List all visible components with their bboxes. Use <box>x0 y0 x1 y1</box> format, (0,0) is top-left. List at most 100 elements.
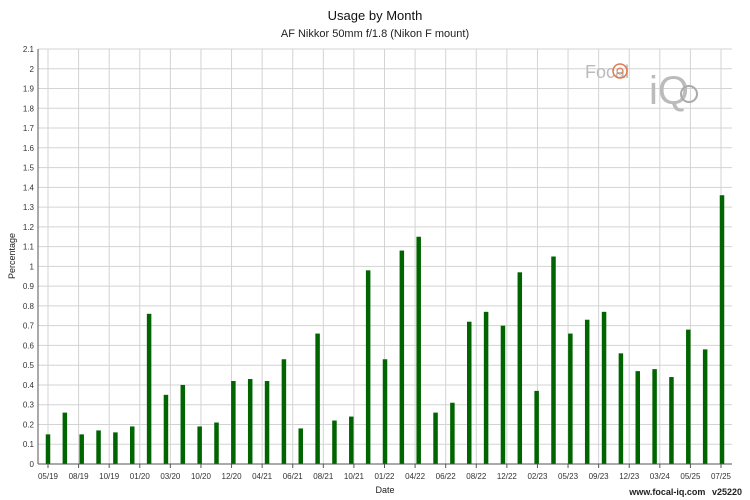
bar <box>467 321 472 464</box>
y-axis-ticks: 0 0.1 0.2 0.3 0.4 0.5 0.6 0.7 0.8 0.9 1 1.1 1.2 1.3 1.… <box>23 45 35 469</box>
x-tick-label: 06/21 <box>283 472 304 481</box>
x-tick-label: 12/22 <box>497 472 518 481</box>
logo-text-iq: iQ <box>649 69 689 113</box>
logo-magnifier-icon <box>680 85 698 103</box>
x-axis-label: Date <box>375 485 394 495</box>
x-axis-ticks: 05/19 08/19 10/19 01/20 03/20 10/20 12/20 04/21… <box>38 464 732 481</box>
bar <box>584 319 590 464</box>
bar <box>214 422 219 464</box>
bar <box>568 333 573 464</box>
y-tick-label: 0.8 <box>23 302 35 311</box>
bar <box>669 377 674 464</box>
logo-target-inner-icon <box>616 67 624 75</box>
bar <box>702 349 708 464</box>
bar <box>382 359 388 464</box>
focal-iq-logo: Focal iQ <box>585 62 698 113</box>
bar <box>62 412 68 464</box>
x-tick-label: 01/22 <box>374 472 395 481</box>
y-tick-label: 1.2 <box>23 223 35 232</box>
bar <box>534 390 539 464</box>
y-tick-label: 1.5 <box>23 164 35 173</box>
x-tick-label: 12/23 <box>619 472 640 481</box>
x-tick-label: 06/22 <box>436 472 457 481</box>
x-tick-label: 03/20 <box>160 472 181 481</box>
y-tick-label: 1.1 <box>23 243 35 252</box>
bar <box>197 426 202 464</box>
logo-target-icon <box>612 63 628 79</box>
y-tick-label: 1.9 <box>23 85 35 94</box>
bar <box>79 434 84 464</box>
bar <box>635 371 640 464</box>
x-tick-label: 05/19 <box>38 472 59 481</box>
y-tick-label: 0.3 <box>23 401 35 410</box>
bar <box>298 428 303 464</box>
y-axis-label: Percentage <box>7 233 17 279</box>
x-tick-label: 10/21 <box>344 472 365 481</box>
bar <box>146 313 152 464</box>
y-tick-label: 1.7 <box>23 124 35 133</box>
footer: www.focal-iq.com v25220 <box>625 487 742 497</box>
y-tick-label: 0.5 <box>23 361 35 370</box>
y-tick-label: 0.2 <box>23 420 35 429</box>
bar <box>416 236 421 464</box>
bar <box>652 369 657 464</box>
x-tick-label: 01/20 <box>130 472 151 481</box>
bar <box>45 434 51 464</box>
y-tick-label: 0 <box>30 460 35 469</box>
x-tick-label: 09/23 <box>589 472 610 481</box>
x-tick-label: 08/22 <box>466 472 487 481</box>
y-tick-label: 1.3 <box>23 203 35 212</box>
bar <box>163 394 169 464</box>
bar <box>180 384 186 464</box>
bar <box>433 412 438 464</box>
y-tick-label: 0.1 <box>23 440 35 449</box>
y-tick-label: 1.6 <box>23 144 35 153</box>
bar <box>247 379 253 464</box>
y-tick-label: 0.9 <box>23 282 35 291</box>
site-link[interactable]: www.focal-iq.com <box>629 487 706 497</box>
x-tick-label: 07/25 <box>711 472 732 481</box>
y-tick-label: 0.7 <box>23 322 35 331</box>
bar <box>130 426 135 464</box>
bar <box>113 432 118 464</box>
bar <box>315 333 320 464</box>
grid <box>38 48 732 465</box>
y-tick-label: 1 <box>30 262 35 271</box>
bar <box>365 270 371 464</box>
y-tick-label: 2.1 <box>23 45 35 54</box>
bar <box>483 311 489 464</box>
version-label: v25220 <box>711 487 742 497</box>
x-tick-label: 08/19 <box>69 472 90 481</box>
x-tick-label: 05/23 <box>558 472 579 481</box>
chart-title: Usage by Month <box>328 8 423 23</box>
y-tick-label: 1.8 <box>23 104 35 113</box>
bars <box>45 195 725 464</box>
bar <box>349 416 354 464</box>
y-tick-label: 1.4 <box>23 183 35 192</box>
x-tick-label: 03/24 <box>650 472 671 481</box>
bar <box>517 272 523 464</box>
bar <box>450 402 455 464</box>
bar <box>399 250 405 464</box>
bar <box>332 420 337 464</box>
bar <box>231 381 236 464</box>
bar <box>264 381 270 464</box>
chart-subtitle: AF Nikkor 50mm f/1.8 (Nikon F mount) <box>281 28 469 40</box>
x-tick-label: 10/20 <box>191 472 212 481</box>
x-tick-label: 02/23 <box>527 472 548 481</box>
bar <box>618 353 624 464</box>
x-tick-label: 04/22 <box>405 472 426 481</box>
bar <box>551 256 556 464</box>
y-tick-label: 0.6 <box>23 341 35 350</box>
bar <box>281 359 287 464</box>
y-tick-label: 0.4 <box>23 381 35 390</box>
x-tick-label: 10/19 <box>99 472 120 481</box>
bar <box>601 311 607 464</box>
bar <box>500 325 506 464</box>
x-tick-label: 08/21 <box>313 472 334 481</box>
x-tick-label: 04/21 <box>252 472 273 481</box>
bar <box>686 329 691 464</box>
bar <box>96 430 101 464</box>
y-tick-label: 2 <box>30 65 35 74</box>
